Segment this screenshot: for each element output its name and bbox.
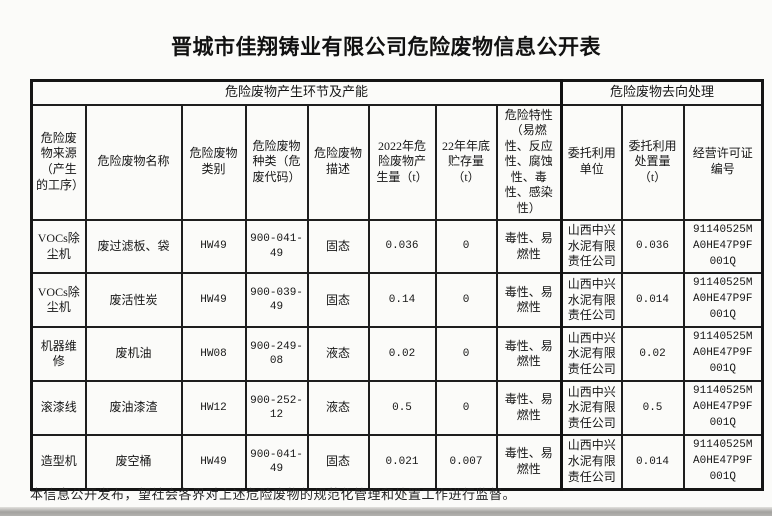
column-header: 危险废物来源（产生的工序） [30, 103, 87, 221]
column-header: 危险废物名称 [84, 103, 183, 221]
table-cell: 毒性、易燃性 [495, 272, 563, 329]
table-cell: 机器维修 [30, 326, 87, 383]
permit-code: 91140525MA0HE47P9F001Q [693, 223, 753, 268]
table-cell: 固态 [306, 272, 370, 329]
table-head: 危险废物产生环节及产能 危险废物去向处理 危险废物来源（产生的工序） 危险废物名称 危险… [30, 79, 764, 221]
group-header: 危险废物去向处理 [560, 79, 764, 106]
table-cell: 91140525MA0HE47P9F001Q [682, 380, 764, 436]
table-cell: 废过滤板、袋 [84, 218, 183, 275]
table-row: 机器维修 废机油 HW08 900-249-08 液态 0.02 0 毒性、易燃性 山西中兴水泥… [30, 326, 764, 383]
table-cell: 0 [434, 326, 498, 383]
table-cell: 0.021 [367, 433, 437, 491]
table-cell: 0.007 [434, 433, 498, 491]
table-cell: 造型机 [30, 433, 87, 491]
column-header: 危险废物描述 [306, 103, 370, 221]
column-header: 危险废物类别 [180, 103, 247, 221]
table-cell: 固态 [306, 433, 370, 491]
table-cell: 0 [434, 272, 498, 329]
table-cell: 山西中兴水泥有限责任公司 [560, 433, 623, 491]
table-cell: 91140525MA0HE47P9F001Q [682, 218, 764, 275]
table-cell: 山西中兴水泥有限责任公司 [560, 218, 623, 275]
table-cell: 液态 [306, 380, 370, 436]
table-cell: 废活性炭 [84, 272, 183, 329]
table-cell: 91140525MA0HE47P9F001Q [682, 326, 764, 383]
table-cell: 废空桶 [84, 433, 183, 491]
table-cell: VOCs除尘机 [30, 272, 87, 329]
table-cell: 0.014 [620, 272, 685, 329]
table-cell: 滚漆线 [30, 380, 87, 436]
table-cell: VOCs除尘机 [30, 218, 87, 275]
table-row: 造型机 废空桶 HW49 900-041-49 固态 0.021 0.007 毒性、易燃性 山西… [30, 433, 764, 491]
table-cell: 0.5 [620, 380, 685, 436]
table-row: VOCs除尘机 废过滤板、袋 HW49 900-041-49 固态 0.036 0 毒性、易燃… [30, 218, 764, 275]
column-header: 经营许可证编号 [682, 103, 764, 221]
hazardous-waste-info-table: 危险废物产生环节及产能 危险废物去向处理 危险废物来源（产生的工序） 危险废物名称 危险… [30, 79, 765, 491]
table-cell: 900-252-12 [244, 380, 309, 436]
table-cell: 91140525MA0HE47P9F001Q [682, 272, 764, 329]
column-header: 危险特性（易燃性、反应性、腐蚀性、毒性、感染性） [495, 103, 563, 221]
table-cell: HW49 [180, 272, 247, 329]
table-cell: 山西中兴水泥有限责任公司 [560, 326, 623, 383]
table-cell: 900-041-49 [244, 433, 309, 491]
column-header: 危险废物种类（危废代码） [244, 103, 309, 221]
table-cell: 91140525MA0HE47P9F001Q [682, 433, 764, 491]
table-cell: 固态 [306, 218, 370, 275]
table-cell: 0.5 [367, 380, 437, 436]
permit-code: 91140525MA0HE47P9F001Q [693, 331, 753, 376]
column-header-row: 危险废物来源（产生的工序） 危险废物名称 危险废物类别 危险废物种类（危废代码） 危险废… [30, 103, 764, 221]
table-cell: HW49 [180, 433, 247, 491]
permit-code: 91140525MA0HE47P9F001Q [693, 438, 753, 483]
table-cell: 0.02 [367, 326, 437, 383]
table-cell: 毒性、易燃性 [495, 380, 563, 436]
table-cell: 毒性、易燃性 [495, 326, 563, 383]
table-cell: HW08 [180, 326, 247, 383]
table-cell: HW12 [180, 380, 247, 436]
column-header: 22年年底贮存量（t） [434, 103, 498, 221]
table-cell: HW49 [180, 218, 247, 275]
table-cell: 毒性、易燃性 [495, 433, 563, 491]
column-header: 2022年危险废物产生量（t） [367, 103, 437, 221]
group-header: 危险废物产生环节及产能 [30, 79, 563, 106]
table-cell: 液态 [306, 326, 370, 383]
table-cell: 900-249-08 [244, 326, 309, 383]
table-cell: 废机油 [84, 326, 183, 383]
table-cell: 900-039-49 [244, 272, 309, 329]
table-cell: 毒性、易燃性 [495, 218, 563, 275]
scan-edge-shadow [0, 507, 772, 516]
table-cell: 0.036 [620, 218, 685, 275]
footer-note: 本信息公开发布，望社会各界对上述危险废物的规范化管理和处置工作进行监督。 [30, 487, 517, 502]
document-title: 晋城市佳翔铸业有限公司危险废物信息公开表 [171, 35, 601, 59]
table-row: 滚漆线 废油漆渣 HW12 900-252-12 液态 0.5 0 毒性、易燃性 山西中兴水泥有… [30, 380, 764, 436]
table-cell: 0 [434, 218, 498, 275]
table-cell: 0.036 [367, 218, 437, 275]
column-header: 委托利用处置量（t） [620, 103, 685, 221]
table-row: VOCs除尘机 废活性炭 HW49 900-039-49 固态 0.14 0 毒性、易燃性 山西… [30, 272, 764, 329]
table-cell: 0.02 [620, 326, 685, 383]
table-cell: 0.014 [620, 433, 685, 491]
table-cell: 山西中兴水泥有限责任公司 [560, 272, 623, 329]
table-cell: 0 [434, 380, 498, 436]
table-cell: 900-041-49 [244, 218, 309, 275]
table-cell: 山西中兴水泥有限责任公司 [560, 380, 623, 436]
table-cell: 0.14 [367, 272, 437, 329]
table-cell: 废油漆渣 [84, 380, 183, 436]
group-header-row: 危险废物产生环节及产能 危险废物去向处理 [30, 79, 764, 106]
column-header: 委托利用单位 [560, 103, 623, 221]
permit-code: 91140525MA0HE47P9F001Q [693, 277, 753, 322]
permit-code: 91140525MA0HE47P9F001Q [693, 385, 753, 429]
table-body: VOCs除尘机 废过滤板、袋 HW49 900-041-49 固态 0.036 0 毒性、易燃… [30, 218, 764, 491]
